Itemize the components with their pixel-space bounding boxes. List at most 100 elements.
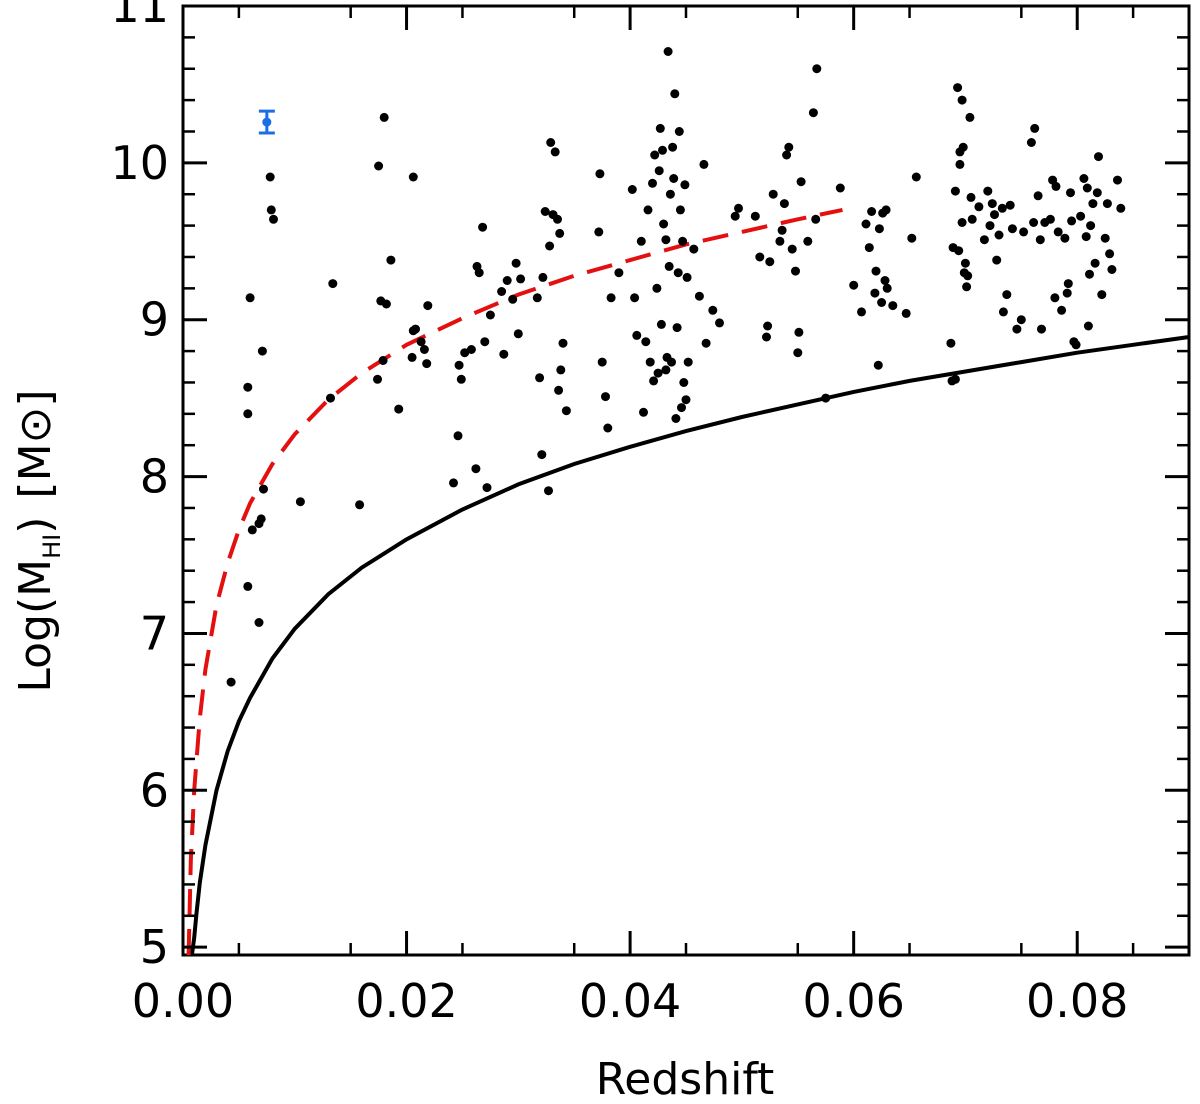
data-point bbox=[471, 464, 481, 474]
y-axis-title-prefix: Log(M bbox=[10, 559, 61, 693]
data-point bbox=[870, 288, 880, 298]
data-point bbox=[689, 244, 699, 254]
data-point bbox=[857, 307, 866, 317]
data-point bbox=[1060, 233, 1070, 243]
data-point bbox=[243, 409, 253, 419]
data-point bbox=[416, 337, 426, 347]
data-point bbox=[1050, 293, 1060, 303]
y-tick-label: 8 bbox=[140, 450, 169, 504]
data-point bbox=[1062, 288, 1072, 298]
data-point bbox=[655, 123, 665, 133]
data-point bbox=[1053, 227, 1063, 237]
data-point bbox=[668, 142, 678, 152]
data-point bbox=[987, 199, 997, 209]
data-point bbox=[808, 108, 818, 118]
data-point bbox=[907, 233, 917, 243]
data-point bbox=[453, 431, 463, 441]
data-point bbox=[661, 235, 671, 245]
data-point bbox=[694, 291, 704, 301]
axes-frame bbox=[181, 4, 1191, 957]
data-point bbox=[355, 500, 365, 510]
data-point bbox=[699, 159, 709, 169]
data-point bbox=[871, 266, 881, 276]
data-point bbox=[1116, 203, 1126, 213]
data-point bbox=[460, 348, 470, 358]
data-point bbox=[779, 199, 789, 209]
data-point bbox=[1082, 183, 1092, 193]
data-point bbox=[245, 293, 255, 303]
data-point bbox=[985, 221, 995, 231]
data-point bbox=[1026, 138, 1036, 147]
data-point bbox=[677, 403, 686, 413]
data-point bbox=[394, 404, 404, 414]
data-point bbox=[881, 205, 891, 215]
data-point bbox=[715, 318, 724, 328]
data-point bbox=[861, 219, 871, 229]
data-point bbox=[1066, 188, 1075, 198]
y-axis-title-suffix: ) bbox=[10, 517, 61, 534]
data-point bbox=[558, 338, 568, 348]
data-point bbox=[485, 310, 495, 320]
data-point bbox=[667, 357, 676, 367]
data-point bbox=[1007, 224, 1017, 234]
data-point bbox=[478, 222, 488, 232]
data-point bbox=[675, 205, 685, 215]
dashed-limit-curve bbox=[186, 207, 843, 956]
data-point bbox=[1045, 214, 1055, 224]
data-point bbox=[997, 203, 1007, 213]
data-point bbox=[538, 272, 548, 282]
data-point bbox=[665, 189, 675, 199]
data-point bbox=[226, 677, 236, 687]
data-point bbox=[659, 219, 669, 229]
data-point bbox=[661, 365, 671, 375]
plot-frame bbox=[181, 4, 1191, 957]
ticks bbox=[181, 4, 1189, 955]
data-point bbox=[516, 274, 526, 284]
data-point bbox=[1071, 340, 1081, 350]
data-point bbox=[326, 393, 335, 403]
curves bbox=[186, 207, 1190, 956]
data-point bbox=[658, 145, 667, 155]
data-point bbox=[946, 338, 956, 348]
data-point bbox=[408, 172, 418, 182]
data-point bbox=[880, 276, 890, 285]
data-point bbox=[511, 258, 521, 268]
data-point bbox=[678, 236, 688, 246]
data-point bbox=[630, 293, 640, 303]
data-point bbox=[782, 150, 792, 160]
data-point bbox=[796, 177, 806, 187]
data-point bbox=[499, 349, 509, 359]
data-point bbox=[1033, 191, 1043, 201]
data-point bbox=[873, 360, 883, 370]
data-point bbox=[768, 189, 778, 199]
data-point bbox=[513, 329, 523, 339]
data-point bbox=[953, 83, 963, 93]
data-point bbox=[643, 205, 653, 215]
data-point bbox=[632, 330, 642, 340]
data-point bbox=[554, 385, 564, 395]
data-point bbox=[553, 214, 562, 224]
data-point bbox=[1012, 324, 1022, 334]
data-point bbox=[641, 337, 651, 347]
data-point bbox=[1067, 216, 1077, 226]
data-point bbox=[877, 298, 887, 307]
data-point bbox=[750, 211, 760, 221]
data-point bbox=[378, 356, 388, 365]
data-point bbox=[1105, 249, 1115, 259]
data-point bbox=[482, 483, 492, 493]
data-point bbox=[653, 368, 663, 378]
data-point bbox=[474, 268, 484, 278]
data-point bbox=[811, 214, 821, 224]
data-points bbox=[226, 47, 1126, 687]
solid-limit-curve bbox=[189, 335, 1190, 956]
data-point bbox=[243, 581, 253, 591]
data-point bbox=[656, 319, 666, 329]
data-point bbox=[1085, 269, 1094, 279]
data-point bbox=[449, 478, 458, 488]
y-axis-title-unit: [M⊙] bbox=[10, 389, 61, 498]
y-tick-label: 11 bbox=[110, 0, 169, 33]
data-point bbox=[957, 95, 967, 105]
data-point bbox=[532, 293, 542, 303]
x-tick-label: 0.08 bbox=[1026, 974, 1128, 1028]
data-point bbox=[266, 205, 276, 215]
